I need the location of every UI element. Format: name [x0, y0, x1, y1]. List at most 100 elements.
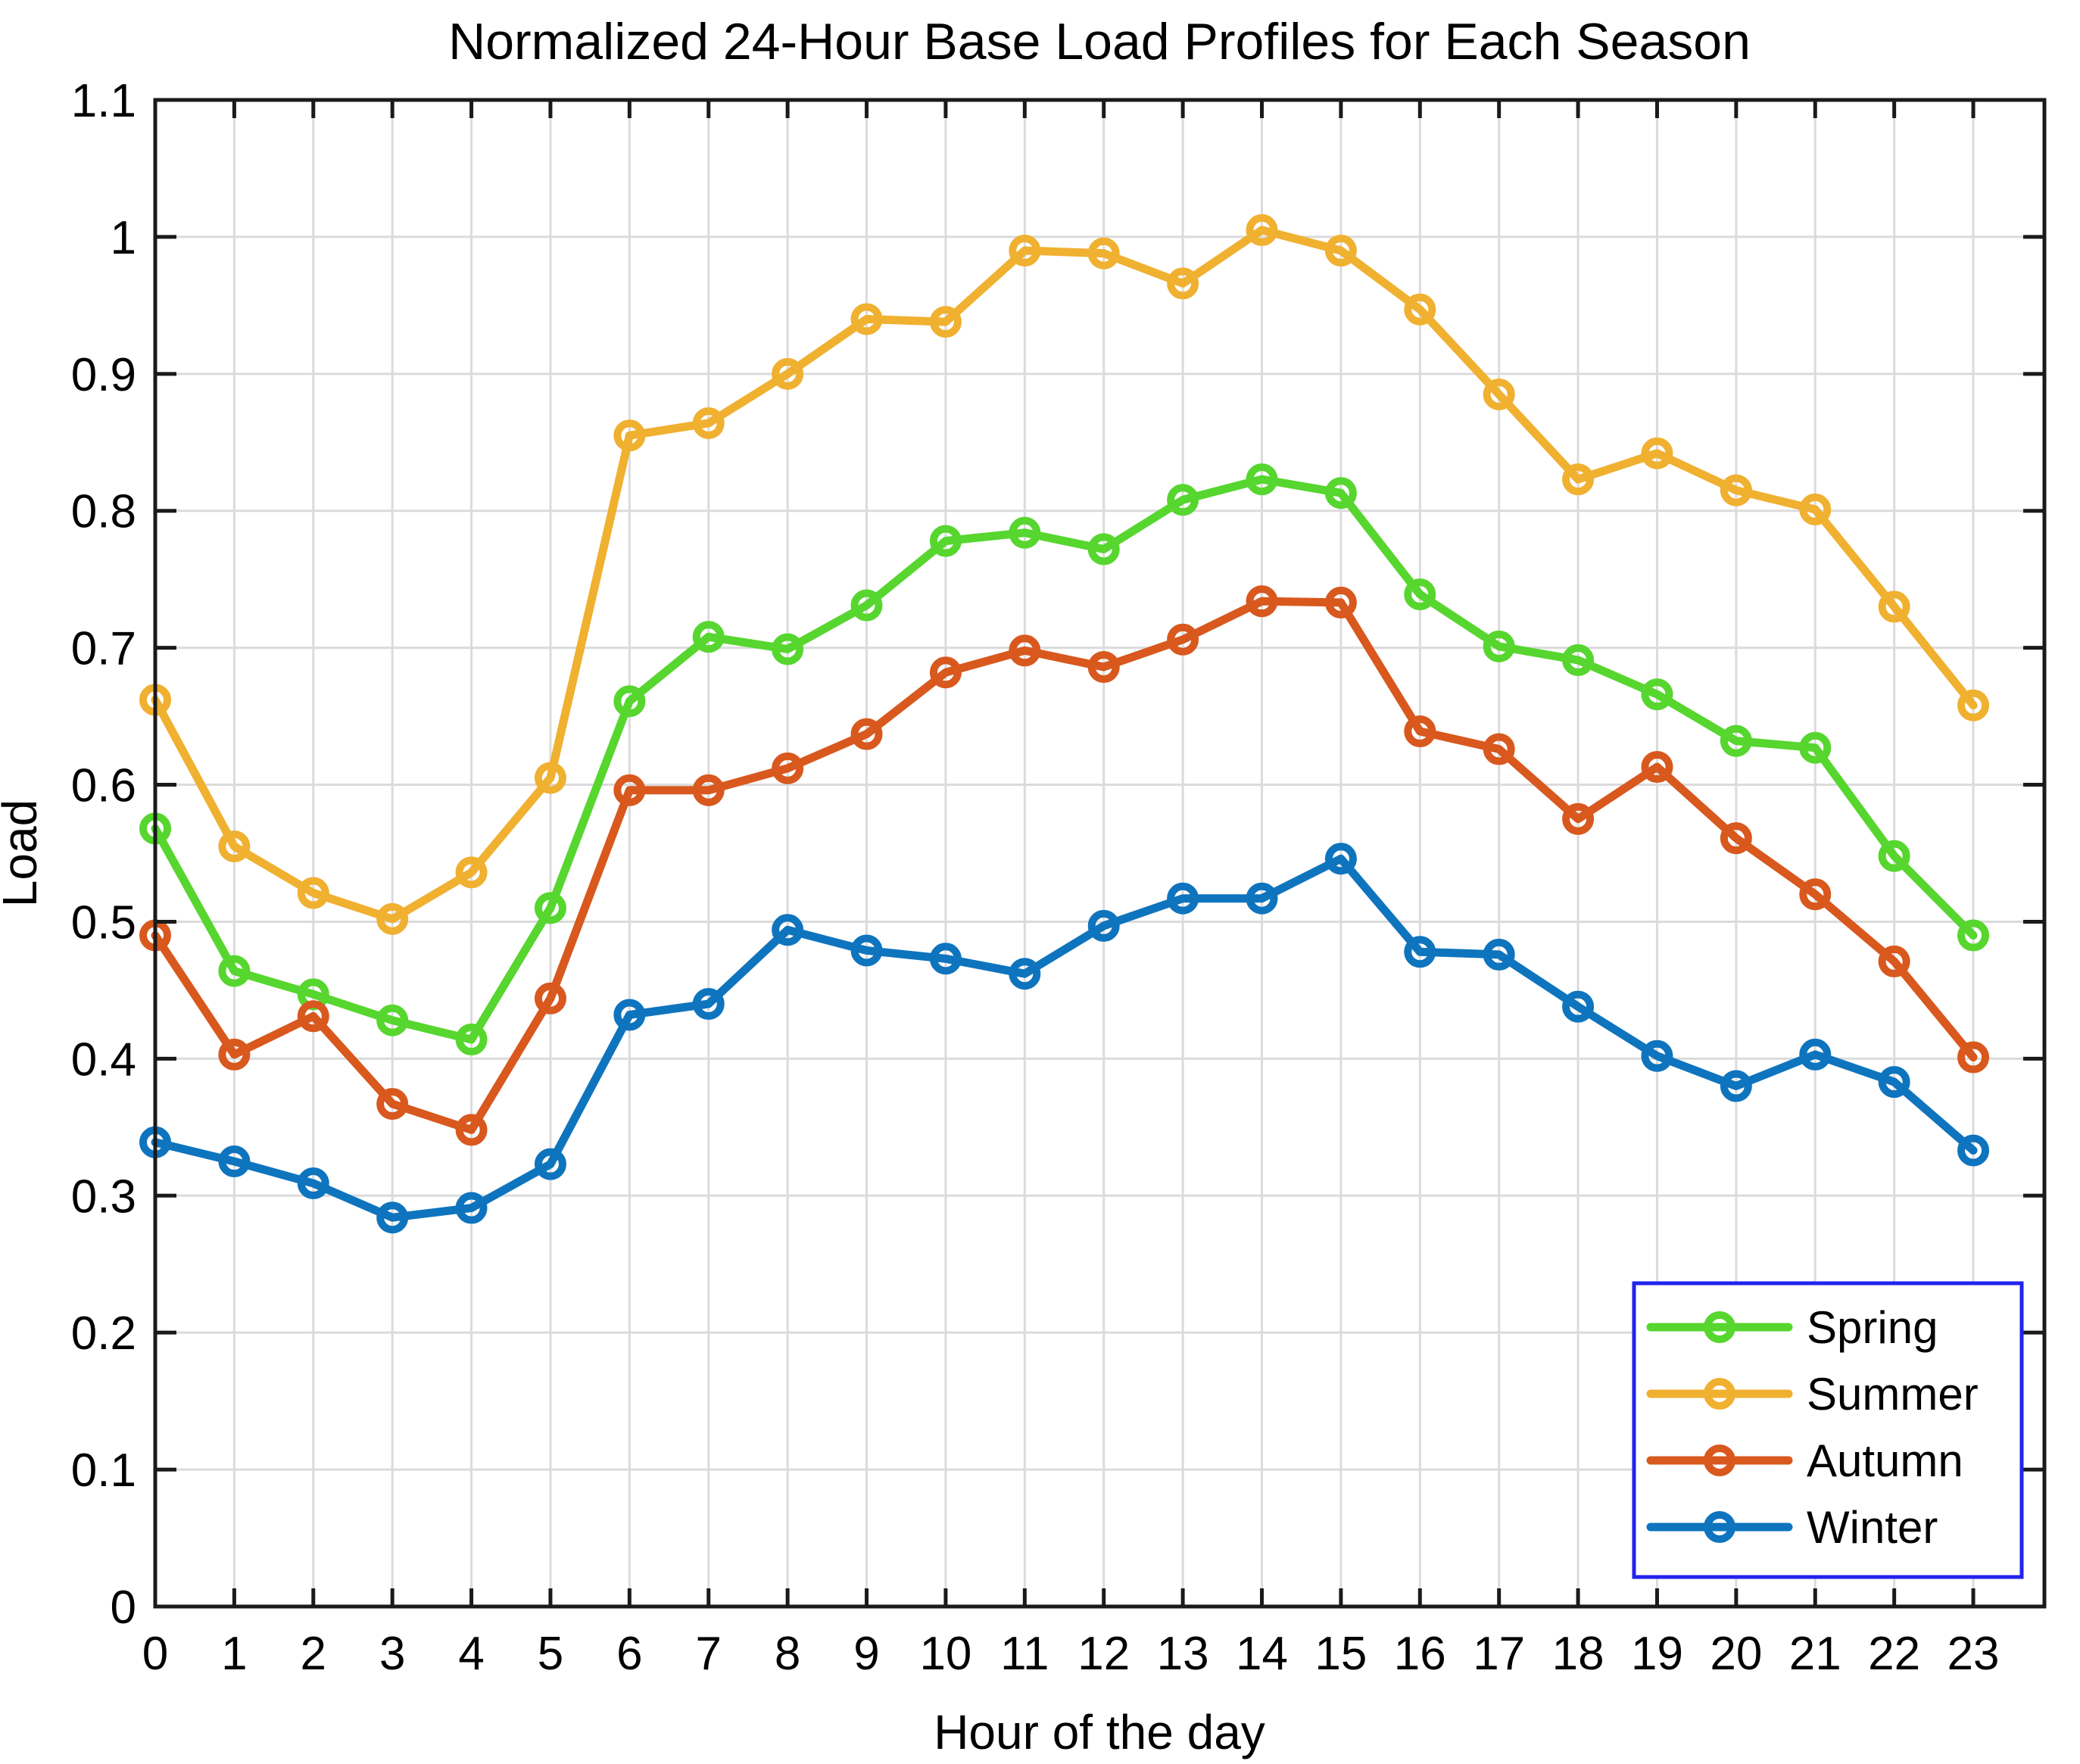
data-point-marker [1324, 477, 1357, 510]
y-tick-label: 0 [111, 1582, 136, 1634]
data-point-marker [1483, 938, 1515, 971]
data-point-marker [297, 1000, 329, 1033]
data-point-marker [1167, 623, 1199, 656]
data-point-marker [850, 718, 883, 750]
data-point-marker [1878, 945, 1910, 977]
axes [153, 98, 2047, 1609]
data-point-marker [772, 357, 804, 390]
y-tick-label: 0.7 [71, 623, 136, 675]
data-point-marker [1167, 267, 1199, 300]
data-point-marker [1167, 882, 1199, 915]
data-point-marker [1167, 484, 1199, 516]
x-tick-label: 2 [301, 1628, 326, 1680]
y-tick-label: 0.5 [71, 896, 136, 949]
data-point-marker [455, 856, 488, 889]
data-point-marker [929, 943, 962, 975]
legend-sample-marker [1704, 1311, 1735, 1343]
series-summer-line [151, 226, 1978, 924]
data-point-marker [1404, 578, 1436, 611]
data-point-marker [534, 892, 566, 924]
x-tick-label: 16 [1394, 1628, 1446, 1680]
series-spring [139, 463, 1990, 1056]
data-point-marker [1878, 591, 1910, 623]
data-point-marker [850, 934, 883, 967]
data-point-marker [1087, 650, 1120, 683]
data-point-marker [218, 1145, 251, 1178]
x-tick-label: 8 [775, 1628, 800, 1680]
data-point-marker [692, 774, 725, 806]
data-point-marker [1562, 803, 1595, 835]
data-point-marker [772, 914, 804, 946]
x-tick-label: 22 [1868, 1628, 1920, 1680]
data-point-marker [534, 1148, 566, 1180]
legend-label: Summer [1807, 1369, 1979, 1420]
data-point-marker [1324, 843, 1357, 875]
series-winter-markers [139, 843, 1990, 1234]
data-point-marker [1404, 293, 1436, 326]
data-point-marker [1087, 909, 1120, 942]
data-point-marker [692, 407, 725, 439]
data-point-marker [1720, 474, 1752, 506]
data-point-marker [1562, 463, 1595, 496]
series-summer [139, 213, 1990, 935]
data-point-marker [1799, 731, 1832, 764]
series-winter [139, 843, 1990, 1234]
data-point-marker [692, 988, 725, 1020]
series-autumn-markers [139, 585, 1990, 1146]
data-point-marker [455, 1114, 488, 1146]
data-point-marker [772, 752, 804, 784]
data-point-marker [218, 830, 251, 862]
data-point-marker [1720, 822, 1752, 855]
data-point-marker [1246, 585, 1278, 618]
data-point-marker [1404, 936, 1436, 968]
data-point-marker [455, 1192, 488, 1224]
x-tick-label: 0 [142, 1628, 168, 1680]
x-tick-label: 12 [1077, 1628, 1130, 1680]
y-tick-label: 1 [111, 212, 136, 264]
data-point-marker [1720, 1070, 1752, 1102]
data-point-marker [929, 656, 962, 689]
data-point-marker [1641, 437, 1673, 469]
y-tick-label: 0.2 [71, 1307, 136, 1360]
chart-title: Normalized 24-Hour Base Load Profiles fo… [448, 13, 1751, 70]
y-tick-label: 0.9 [71, 349, 136, 401]
x-tick-label: 18 [1552, 1628, 1604, 1680]
x-tick-label: 19 [1631, 1628, 1683, 1680]
x-tick-label: 3 [379, 1628, 405, 1680]
data-point-marker [613, 774, 646, 806]
data-point-marker [1246, 882, 1278, 915]
data-point-marker [850, 303, 883, 335]
data-point-marker [1720, 725, 1752, 757]
data-point-marker [1483, 630, 1515, 662]
data-point-marker [1957, 689, 1990, 721]
data-point-marker [929, 306, 962, 338]
data-point-marker [1957, 1134, 1990, 1167]
series-spring-markers [139, 463, 1990, 1056]
data-point-marker [1009, 516, 1041, 549]
data-point-marker [613, 685, 646, 718]
data-point-marker [1878, 840, 1910, 872]
data-point-marker [1246, 463, 1278, 496]
tick-labels: 0 1 2 3 4 5 6 7 8 9 10 11 12 13 14 15 16 17 18 19 20 21 22 2300… [71, 75, 2000, 1680]
legend-item-winter: Winter [1646, 1502, 1938, 1553]
data-point-marker [1641, 751, 1673, 784]
x-tick-label: 7 [696, 1628, 722, 1680]
data-point-marker [1404, 715, 1436, 747]
series-layer [139, 213, 1990, 1234]
series-winter-line [151, 854, 1978, 1222]
x-tick-label: 23 [1947, 1628, 2000, 1680]
data-point-marker [1641, 678, 1673, 711]
y-tick-label: 0.4 [71, 1033, 136, 1086]
data-point-marker [376, 902, 409, 935]
data-point-marker [1562, 990, 1595, 1023]
data-point-marker [455, 1024, 488, 1056]
legend-item-spring: Spring [1646, 1302, 1938, 1353]
data-point-marker [1324, 235, 1357, 266]
y-tick-label: 1.1 [71, 75, 136, 127]
legend-label: Spring [1807, 1302, 1938, 1353]
legend-sample-marker [1704, 1511, 1735, 1543]
data-point-marker [297, 1167, 329, 1199]
data-point-marker [218, 1038, 251, 1071]
data-point-marker [1324, 586, 1357, 619]
x-tick-label: 10 [919, 1628, 971, 1680]
